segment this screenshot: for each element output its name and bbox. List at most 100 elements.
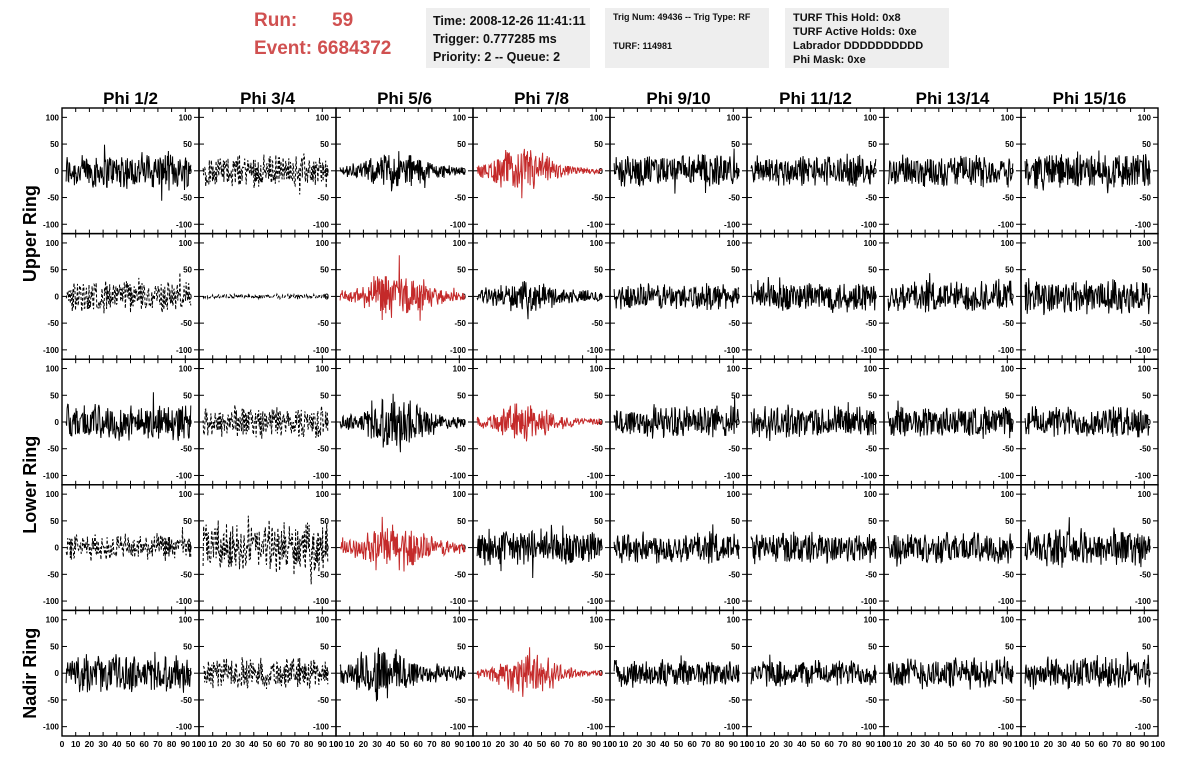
- turf-hold-text: TURF This Hold: 0x8: [793, 12, 901, 24]
- waveform-trace: [202, 404, 329, 439]
- x-tick-label: 20: [496, 739, 506, 749]
- x-tick-label: 50: [263, 739, 273, 749]
- run-event-box: Run: 59 Event: 6684372: [248, 8, 416, 66]
- y-tick-label: -100: [1135, 346, 1152, 355]
- x-tick-label: 40: [660, 739, 670, 749]
- x-tick-label: 10: [893, 739, 903, 749]
- y-tick-label: 0: [1010, 292, 1015, 301]
- y-tick-label: -100: [313, 597, 330, 606]
- event-value: 6684372: [317, 38, 392, 59]
- y-tick-label: 100: [453, 616, 467, 625]
- x-tick-label: 0: [608, 739, 613, 749]
- y-tick-label: 50: [594, 140, 603, 149]
- y-tick-label: -100: [313, 471, 330, 480]
- x-tick-label: 70: [1112, 739, 1122, 749]
- row-title: Lower Ring: [20, 436, 40, 534]
- labrador-text: Labrador DDDDDDDDDD: [793, 40, 924, 52]
- y-tick-label: 100: [453, 113, 467, 122]
- y-tick-label: 100: [1001, 365, 1015, 374]
- y-tick-label: -50: [591, 194, 603, 203]
- waveform-trace: [1024, 406, 1151, 438]
- y-tick-label: 0: [55, 292, 60, 301]
- y-tick-label: 100: [864, 365, 878, 374]
- y-tick-label: -100: [1135, 471, 1152, 480]
- y-tick-label: 100: [46, 365, 60, 374]
- x-tick-label: 30: [646, 739, 656, 749]
- y-tick-label: -50: [47, 319, 59, 328]
- y-tick-label: 100: [453, 490, 467, 499]
- y-tick-label: 100: [1001, 113, 1015, 122]
- y-tick-label: -50: [591, 319, 603, 328]
- waveform-trace: [613, 396, 740, 439]
- time-text: Time: 2008-12-26 11:41:11: [433, 14, 586, 28]
- y-tick-label: 50: [457, 266, 466, 275]
- y-tick-label: 50: [868, 642, 877, 651]
- event-label: Event:: [254, 38, 313, 59]
- y-tick-label: -100: [43, 723, 60, 732]
- waveform-trace: [65, 651, 192, 693]
- x-tick-label: 50: [674, 739, 684, 749]
- y-tick-label: 50: [594, 266, 603, 275]
- x-tick-label: 50: [400, 739, 410, 749]
- x-tick-label: 80: [715, 739, 725, 749]
- y-tick-label: 50: [50, 140, 59, 149]
- y-tick-label: 100: [1138, 490, 1152, 499]
- x-tick-label: 10: [482, 739, 492, 749]
- y-tick-label: -50: [728, 194, 740, 203]
- x-tick-label: 20: [907, 739, 917, 749]
- y-tick-label: 0: [599, 167, 604, 176]
- y-tick-label: 100: [46, 490, 60, 499]
- x-tick-label: 20: [85, 739, 95, 749]
- y-tick-label: -100: [724, 471, 741, 480]
- x-tick-label: 20: [633, 739, 643, 749]
- y-tick-label: 100: [590, 490, 604, 499]
- turf-info-box: TURF This Hold: 0x8 TURF Active Holds: 0…: [785, 8, 949, 68]
- x-tick-label: 80: [167, 739, 177, 749]
- y-tick-label: 0: [736, 418, 741, 427]
- waveform-trace: [65, 144, 192, 201]
- y-tick-label: -50: [454, 445, 466, 454]
- y-tick-label: 50: [50, 391, 59, 400]
- x-tick-label: 40: [934, 739, 944, 749]
- x-tick-label: 0: [882, 739, 887, 749]
- y-tick-label: 100: [179, 365, 193, 374]
- x-tick-label: 20: [222, 739, 232, 749]
- y-tick-label: -100: [587, 346, 604, 355]
- y-tick-label: 100: [727, 365, 741, 374]
- waveform-trace: [339, 393, 466, 453]
- x-tick-label: 90: [592, 739, 602, 749]
- y-tick-label: 100: [1001, 239, 1015, 248]
- y-tick-label: 100: [316, 490, 330, 499]
- x-tick-label: 40: [523, 739, 533, 749]
- x-tick-label: 20: [1044, 739, 1054, 749]
- y-tick-label: 50: [1142, 517, 1151, 526]
- x-tick-label: 80: [578, 739, 588, 749]
- x-tick-label: 100: [466, 739, 480, 749]
- y-tick-label: 50: [183, 266, 192, 275]
- x-tick-label: 50: [1085, 739, 1095, 749]
- y-tick-label: 100: [179, 490, 193, 499]
- y-tick-label: -100: [43, 597, 60, 606]
- column-title: Phi 13/14: [916, 89, 990, 108]
- y-tick-label: 100: [316, 113, 330, 122]
- x-tick-label: 100: [329, 739, 343, 749]
- y-tick-label: -50: [454, 570, 466, 579]
- y-tick-label: -50: [865, 696, 877, 705]
- trigger-time-text: Trigger: 0.777285 ms: [433, 32, 557, 46]
- y-tick-label: 0: [55, 544, 60, 553]
- row-title: Upper Ring: [20, 185, 40, 282]
- y-tick-label: 0: [462, 167, 467, 176]
- x-tick-label: 70: [701, 739, 711, 749]
- x-tick-label: 0: [197, 739, 202, 749]
- y-tick-label: -100: [587, 723, 604, 732]
- waveform-trace: [613, 283, 740, 311]
- x-tick-label: 100: [877, 739, 891, 749]
- y-tick-label: 100: [1138, 113, 1152, 122]
- y-tick-label: -100: [861, 723, 878, 732]
- x-tick-label: 0: [745, 739, 750, 749]
- run-line: Run: 59: [254, 10, 353, 32]
- x-tick-label: 90: [729, 739, 739, 749]
- trig-num-text: Trig Num: 49436 -- Trig Type: RF: [613, 12, 751, 22]
- y-tick-label: 100: [1001, 490, 1015, 499]
- x-tick-label: 100: [192, 739, 206, 749]
